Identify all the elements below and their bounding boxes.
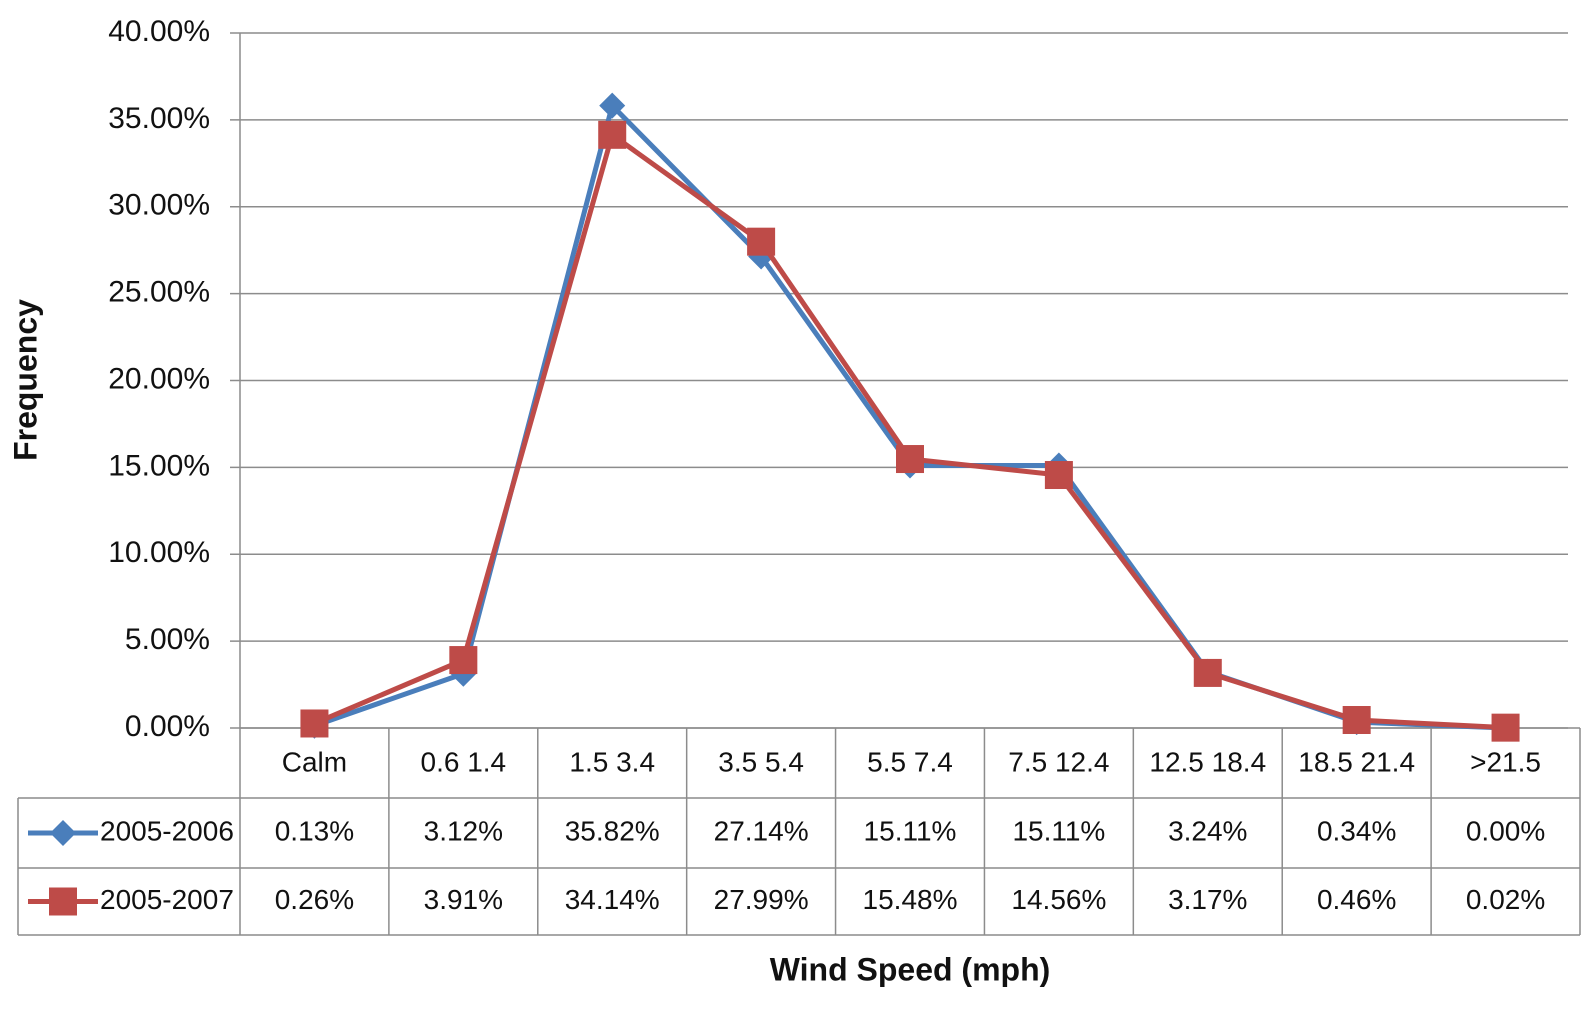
y-tick-label: 25.00% (108, 276, 210, 309)
x-tick-label: 18.5 21.4 (1298, 746, 1415, 777)
x-tick-label: 3.5 5.4 (718, 746, 804, 777)
y-tick-label: 10.00% (108, 536, 210, 569)
marker (598, 120, 627, 149)
legend-label: 2005-2007 (100, 884, 234, 915)
x-tick-label: 12.5 18.4 (1149, 746, 1266, 777)
y-tick-label: 0.00% (125, 710, 210, 743)
marker (1491, 713, 1520, 742)
x-axis-title: Wind Speed (mph) (770, 951, 1051, 987)
marker (1193, 658, 1222, 687)
value-label: 34.14% (565, 884, 660, 915)
y-tick-label: 30.00% (108, 189, 210, 222)
x-tick-label: >21.5 (1470, 746, 1541, 777)
value-label: 27.14% (714, 815, 809, 846)
value-label: 0.26% (275, 884, 354, 915)
marker (1044, 461, 1073, 490)
value-label: 14.56% (1011, 884, 1106, 915)
x-tick-label: Calm (282, 746, 347, 777)
x-tick-label: 5.5 7.4 (867, 746, 953, 777)
series-line (313, 103, 1506, 731)
marker (599, 92, 626, 119)
legend-marker (50, 820, 76, 846)
x-tick-label: 7.5 12.4 (1008, 746, 1109, 777)
value-label: 15.11% (1012, 815, 1105, 846)
marker (896, 445, 924, 474)
legend-marker (49, 887, 77, 916)
y-axis-title: Frequency (7, 299, 43, 461)
value-label: 3.12% (424, 815, 503, 846)
marker (449, 646, 478, 675)
value-label: 0.34% (1317, 815, 1396, 846)
x-tick-label: 1.5 3.4 (569, 746, 655, 777)
x-tick-label: 0.6 1.4 (421, 746, 507, 777)
marker (747, 227, 776, 256)
value-label: 15.11% (864, 815, 957, 846)
value-label: 0.13% (275, 815, 354, 846)
y-tick-label: 40.00% (108, 15, 210, 48)
value-label: 3.91% (424, 884, 503, 915)
value-label: 0.00% (1466, 815, 1545, 846)
marker (1342, 706, 1371, 735)
legend-label: 2005-2006 (100, 815, 234, 846)
marker (300, 709, 329, 738)
y-tick-label: 35.00% (108, 102, 210, 135)
value-label: 35.82% (565, 815, 660, 846)
value-label: 0.46% (1317, 884, 1396, 915)
value-label: 27.99% (714, 884, 809, 915)
value-label: 3.24% (1168, 815, 1247, 846)
y-tick-label: 15.00% (108, 449, 210, 482)
y-tick-label: 5.00% (125, 623, 210, 656)
y-tick-label: 20.00% (108, 362, 210, 395)
value-label: 3.17% (1168, 884, 1247, 915)
series-line (313, 132, 1506, 731)
value-label: 15.48% (863, 884, 958, 915)
value-label: 0.02% (1466, 884, 1545, 915)
